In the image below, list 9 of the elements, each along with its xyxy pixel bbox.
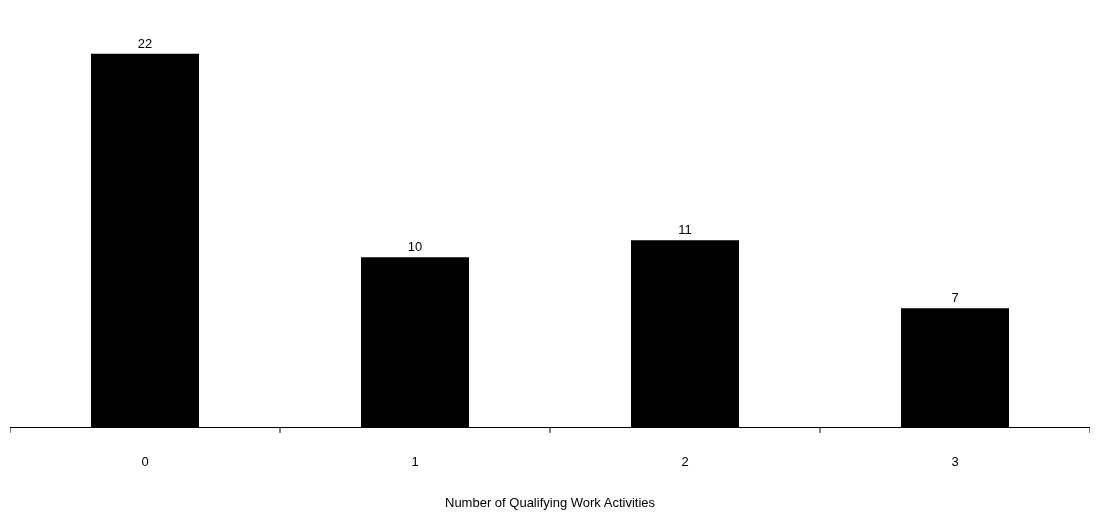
x-tick-label: 2 [681,453,689,469]
x-tick-label: 0 [141,453,149,469]
x-axis-title: Number of Qualifying Work Activities [445,495,656,511]
data-label: 11 [678,222,692,238]
data-label: 22 [137,35,153,51]
x-tick-label: 3 [951,453,959,469]
data-label: 7 [951,290,959,306]
x-tick-label: 1 [411,453,419,469]
data-label: 10 [407,239,423,255]
